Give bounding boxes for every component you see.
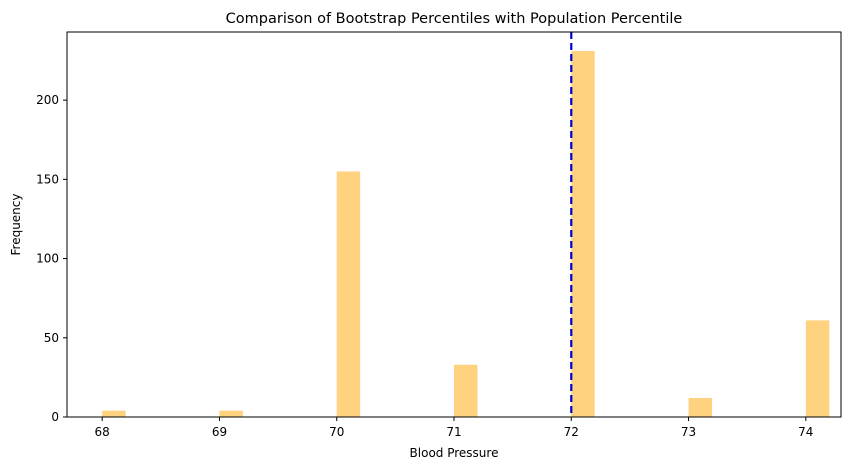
histogram-bar xyxy=(219,410,243,417)
x-tick-label: 71 xyxy=(446,425,461,439)
histogram-bar xyxy=(336,171,361,417)
x-tick-label: 68 xyxy=(95,425,110,439)
x-axis-label: Blood Pressure xyxy=(410,446,499,460)
x-tick-label: 73 xyxy=(681,425,696,439)
y-tick-label: 100 xyxy=(36,252,59,266)
plot-frame xyxy=(66,31,842,418)
y-axis-label: Frequency xyxy=(9,194,23,256)
histogram-bar xyxy=(102,410,126,417)
x-tick-label: 70 xyxy=(329,425,344,439)
x-tick-label: 69 xyxy=(212,425,227,439)
chart-title: Comparison of Bootstrap Percentiles with… xyxy=(226,11,683,27)
y-tick-label: 0 xyxy=(51,410,59,424)
y-tick-label: 200 xyxy=(36,93,59,107)
histogram-bar xyxy=(805,320,830,417)
y-axis: 0 50 100 150 200 xyxy=(36,93,67,424)
histogram-bar xyxy=(688,397,712,417)
x-axis: 68 69 70 71 72 73 74 xyxy=(95,417,813,439)
y-tick-label: 50 xyxy=(44,331,59,345)
histogram-bar xyxy=(454,364,478,417)
y-tick-label: 150 xyxy=(36,172,59,186)
histogram-bar xyxy=(571,51,595,418)
x-tick-label: 74 xyxy=(798,425,813,439)
bars-layer xyxy=(102,51,830,418)
x-tick-label: 72 xyxy=(564,425,579,439)
